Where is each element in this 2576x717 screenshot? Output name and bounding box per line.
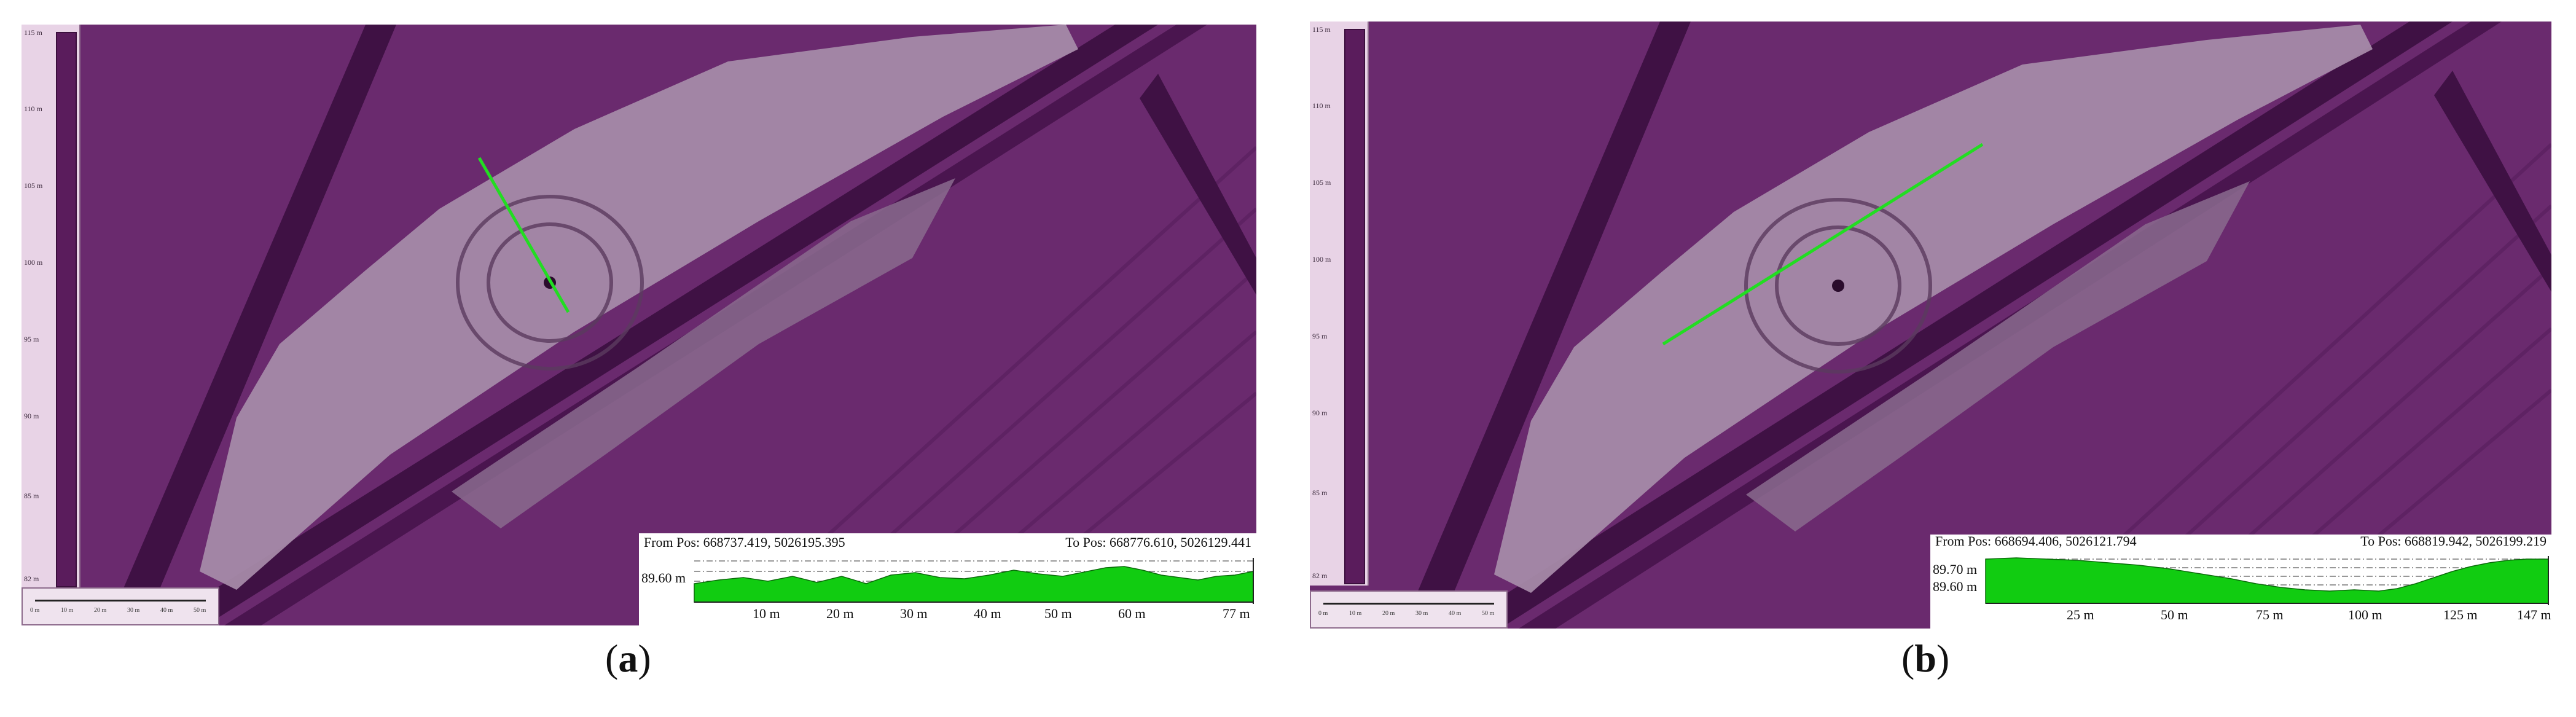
panel-label-b: (b) [1901, 637, 1950, 680]
distance-scale-b: 0 m 10 m 20 m 30 m 40 m 50 m [1310, 590, 1508, 629]
scale-label: 110 m [1312, 101, 1331, 110]
panel-a: 115 m 110 m 105 m 100 m 95 m 90 m 85 m 8… [22, 25, 1256, 625]
ditch-left [108, 25, 396, 625]
scale-label: 85 m [24, 492, 39, 500]
profile-x-label: 50 m [2161, 607, 2188, 622]
profile-x-label: 10 m [753, 606, 780, 621]
elevation-scale-a: 115 m 110 m 105 m 100 m 95 m 90 m 85 m 8… [22, 25, 80, 589]
distance-label: 20 m [1382, 610, 1395, 617]
profile-y-label: 89.60 m [641, 570, 686, 586]
ditch-left [1402, 22, 1691, 629]
elevation-profile-a: From Pos: 668737.419, 5026195.395 To Pos… [639, 533, 1256, 625]
transect-line-a [477, 157, 570, 313]
scale-label: 95 m [1312, 332, 1328, 340]
profile-from-pos: From Pos: 668694.406, 5026121.794 [1935, 533, 2137, 549]
ring-feature-b [1744, 198, 1932, 374]
distance-label: 0 m [1318, 610, 1328, 617]
distance-label: 40 m [1449, 610, 1462, 617]
profile-x-label: 20 m [826, 606, 854, 621]
profile-x-label: 147 m [2517, 607, 2551, 622]
scale-label: 82 m [24, 574, 39, 583]
profile-x-label: 30 m [900, 606, 928, 621]
profile-chart-a [694, 558, 1254, 604]
survey-area-a [200, 25, 1078, 590]
scale-label: 100 m [24, 258, 43, 267]
distance-label: 30 m [1415, 610, 1428, 617]
profile-x-label: 75 m [2256, 607, 2284, 622]
profile-to-pos: To Pos: 668819.942, 5026199.219 [2360, 533, 2547, 549]
distance-label: 50 m [194, 607, 206, 614]
scale-label: 82 m [1312, 571, 1328, 580]
elevation-profile-b: From Pos: 668694.406, 5026121.794 To Pos… [1930, 533, 2551, 629]
profile-y-label: 89.60 m [1933, 579, 1978, 594]
profile-from-pos: From Pos: 668737.419, 5026195.395 [644, 535, 845, 550]
profile-area-b [1985, 557, 2549, 604]
scale-label: 85 m [1312, 488, 1328, 497]
elevation-colorbar-b [1344, 29, 1365, 584]
panel-label-a: (a) [605, 637, 651, 680]
scale-label: 105 m [24, 181, 43, 190]
profile-x-label: 125 m [2443, 607, 2478, 622]
elevation-scale-b: 115 m 110 m 105 m 100 m 95 m 90 m 85 m 8… [1310, 22, 1369, 586]
scale-label: 100 m [1312, 255, 1331, 264]
distance-scale-line [35, 600, 206, 601]
elevation-colorbar-a [56, 32, 77, 587]
road-band [157, 25, 1158, 625]
profile-to-pos: To Pos: 668776.610, 5026129.441 [1065, 535, 1251, 550]
road-band [1451, 22, 2453, 629]
profile-x-label: 25 m [2067, 607, 2094, 622]
scale-label: 110 m [24, 104, 42, 113]
distance-scale-a: 0 m 10 m 20 m 30 m 40 m 50 m [22, 587, 219, 625]
survey-area-b [1494, 25, 2373, 593]
scale-label: 115 m [1312, 25, 1331, 34]
terrain-map-a [22, 25, 1256, 625]
profile-x-label: 60 m [1118, 606, 1146, 621]
profile-y-label: 89.70 m [1933, 562, 1978, 577]
terrain-map-b [1310, 22, 2551, 629]
distance-label: 10 m [1349, 610, 1362, 617]
distance-label: 40 m [160, 607, 173, 614]
profile-x-label: 50 m [1044, 606, 1072, 621]
scale-label: 105 m [1312, 178, 1331, 187]
scale-label: 115 m [24, 28, 42, 37]
transect-line-b [1662, 143, 1984, 346]
profile-x-label: 77 m [1223, 606, 1250, 621]
profile-chart-b [1985, 556, 2549, 605]
distance-label: 20 m [94, 607, 107, 614]
distance-label: 50 m [1482, 610, 1495, 617]
profile-x-label: 40 m [974, 606, 1001, 621]
distance-scale-line [1323, 603, 1494, 605]
distance-label: 30 m [127, 607, 140, 614]
distance-label: 10 m [61, 607, 74, 614]
scale-label: 90 m [24, 412, 39, 420]
profile-area-a [694, 566, 1254, 603]
distance-label: 0 m [30, 607, 40, 614]
ring-feature-a [456, 195, 644, 370]
panel-b: 115 m 110 m 105 m 100 m 95 m 90 m 85 m 8… [1310, 22, 2551, 629]
scale-label: 95 m [24, 335, 39, 343]
profile-x-label: 100 m [2348, 607, 2382, 622]
scale-label: 90 m [1312, 409, 1328, 417]
